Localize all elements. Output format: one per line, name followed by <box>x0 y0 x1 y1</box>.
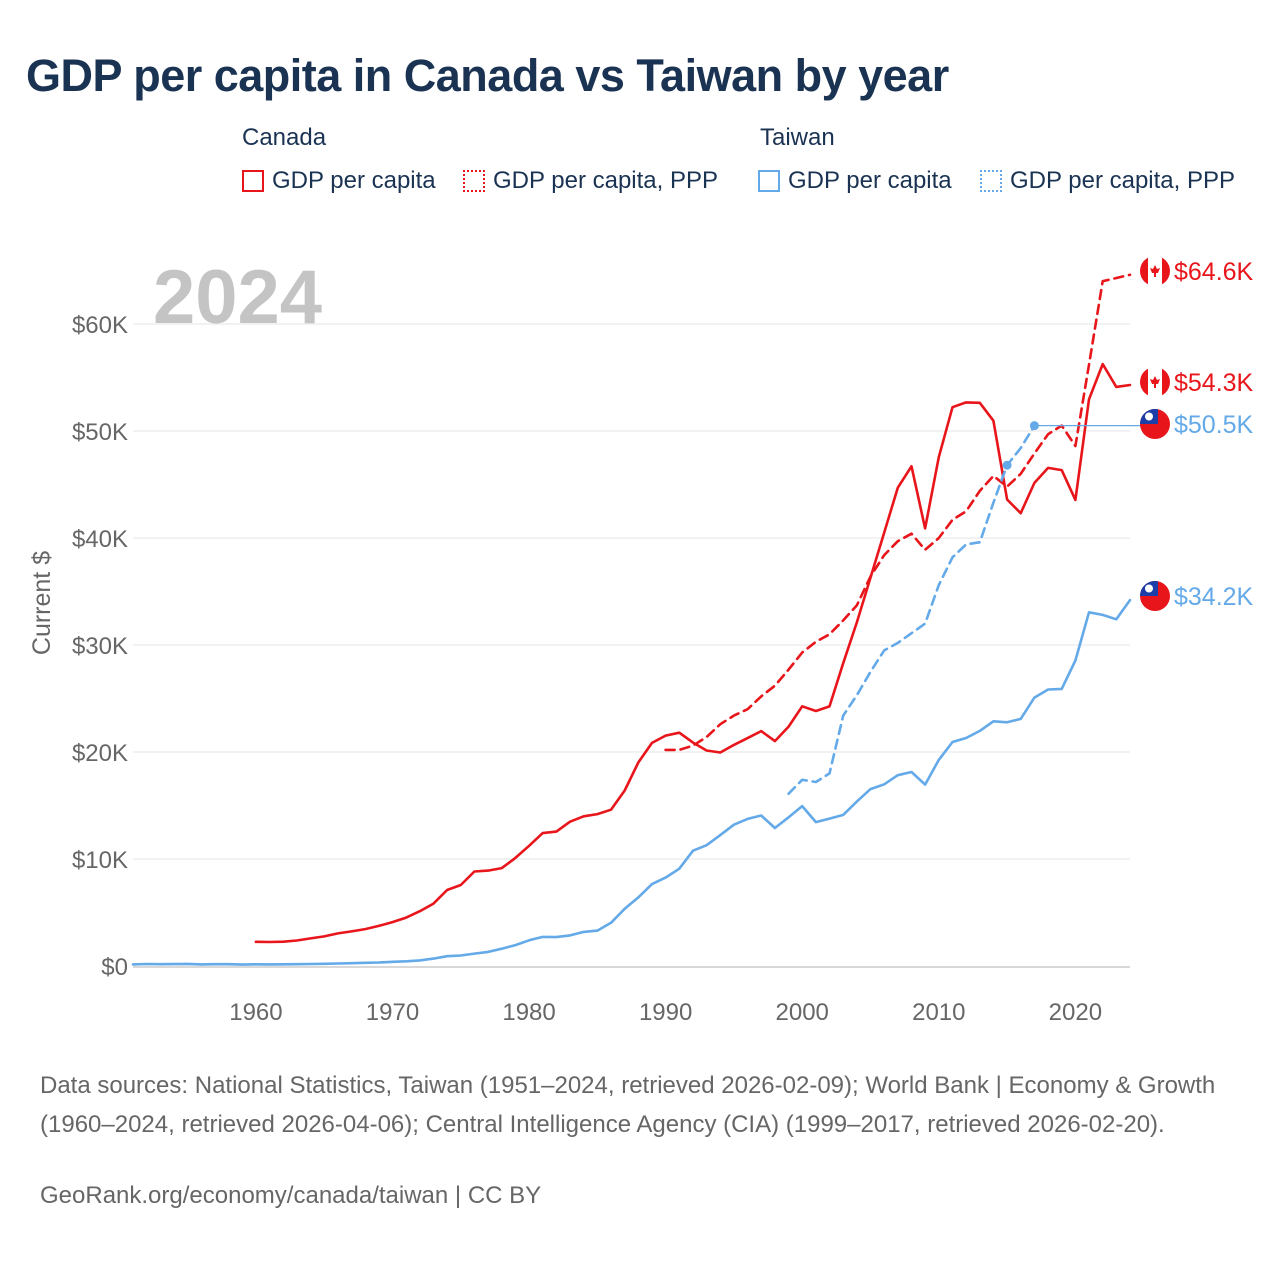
legend-swatch-dotted-icon <box>980 170 1002 192</box>
legend-item-canada-gdp-ppp[interactable]: GDP per capita, PPP <box>463 166 718 196</box>
x-tick-label: 1990 <box>639 999 692 1026</box>
x-tick-label: 2010 <box>912 999 965 1026</box>
legend-item-taiwan-gdp[interactable]: GDP per capita <box>758 166 952 196</box>
end-value-label: $34.2K <box>1174 583 1254 611</box>
canada-flag-icon <box>1140 367 1170 397</box>
x-tick-label: 1980 <box>502 999 555 1026</box>
y-tick-label: $10K <box>72 847 128 874</box>
canada-flag-icon <box>1140 256 1170 286</box>
credit-link[interactable]: GeoRank.org/economy/canada/taiwan | CC B… <box>40 1182 542 1209</box>
series-line-taiwan-gdp-per-capita <box>131 598 1132 966</box>
end-value-label: $64.6K <box>1174 258 1254 286</box>
legend-swatch-solid-icon <box>242 170 264 192</box>
legend-item-canada-gdp[interactable]: GDP per capita <box>242 166 436 196</box>
legend-group-canada: Canada <box>242 124 327 151</box>
y-tick-label: $40K <box>72 526 128 553</box>
taiwan-flag-icon <box>1140 581 1170 611</box>
chart-title: GDP per capita in Canada vs Taiwan by ye… <box>26 50 949 101</box>
legend-item-label: GDP per capita <box>272 167 436 194</box>
legend-group-taiwan: Taiwan <box>760 124 835 151</box>
y-tick-label: $50K <box>72 419 128 446</box>
gdp-line-chart: 2024 $0 $10K $20K $30K $40K $50K $60K 1960 1970 19… <box>28 255 1254 1026</box>
data-point-marker <box>1002 460 1012 470</box>
legend-swatch-dotted-icon <box>463 170 485 192</box>
x-tick-label: 1960 <box>229 999 282 1026</box>
x-tick-label: 2020 <box>1049 999 1102 1026</box>
taiwan-flag-icon <box>1140 409 1170 439</box>
end-value-label: $50.5K <box>1174 411 1254 439</box>
y-tick-label: $0 <box>101 954 128 981</box>
series-line-taiwan-gdp-per-capita-ppp <box>787 424 1036 796</box>
data-sources: Data sources: National Statistics, Taiwa… <box>40 1072 1216 1138</box>
legend-swatch-solid-icon <box>758 170 780 192</box>
series-line-canada-gdp-per-capita-ppp <box>664 273 1132 752</box>
y-tick-label: $60K <box>72 312 128 339</box>
y-axis-title: Current $ <box>28 551 56 655</box>
y-tick-label: $20K <box>72 740 128 767</box>
year-label: 2024 <box>153 255 322 340</box>
legend-item-label: GDP per capita, PPP <box>493 167 718 194</box>
legend-item-taiwan-gdp-ppp[interactable]: GDP per capita, PPP <box>980 166 1235 196</box>
end-value-label: $54.3K <box>1174 369 1254 397</box>
legend-item-label: GDP per capita <box>788 167 952 194</box>
x-tick-label: 2000 <box>776 999 829 1026</box>
x-tick-label: 1970 <box>366 999 419 1026</box>
y-tick-label: $30K <box>72 633 128 660</box>
series-line-canada-gdp-per-capita <box>254 362 1132 944</box>
legend-item-label: GDP per capita, PPP <box>1010 167 1235 194</box>
